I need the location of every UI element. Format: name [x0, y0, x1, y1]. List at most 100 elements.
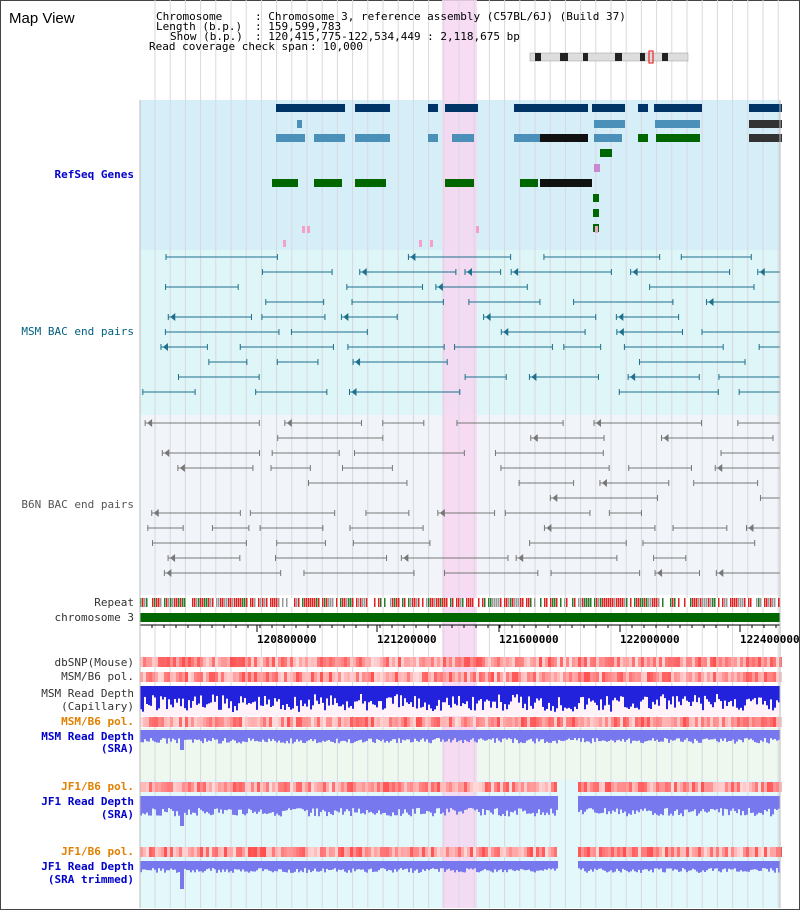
read-depth-bar: [556, 796, 558, 810]
dbsnp-cell: [578, 657, 581, 667]
read-depth-bar: [156, 861, 158, 873]
msm-depth-cap-bar: [552, 686, 554, 707]
jf1-pol2-cell: [176, 847, 179, 857]
read-depth-bar: [774, 796, 776, 809]
read-depth-bar: [754, 796, 756, 816]
read-depth-bar: [420, 796, 422, 815]
msm-pol-cell: [506, 672, 509, 682]
read-depth-bar: [682, 796, 684, 817]
msm-depth-cap-bar: [398, 686, 400, 708]
track-label-dbsnp[interactable]: dbSNP(Mouse): [54, 656, 134, 669]
read-depth-bar: [284, 796, 286, 811]
read-depth-bar: [524, 861, 526, 871]
track-label-msm-bac[interactable]: MSM BAC end pairs: [21, 325, 134, 338]
read-depth-bar: [326, 796, 328, 817]
dbsnp-cell: [572, 657, 575, 667]
repeat-element: [526, 598, 528, 607]
repeat-element: [228, 598, 230, 607]
track-label-msm-depth-sra[interactable]: MSM Read Depth: [41, 730, 134, 743]
read-depth-bar: [482, 796, 484, 809]
read-depth-bar: [616, 730, 618, 741]
jf1-pol2-cell: [236, 847, 239, 857]
track-label-jf1-b6-pol[interactable]: JF1/B6 pol.: [61, 780, 134, 793]
jf1-pol-cell: [296, 782, 299, 792]
msm-depth-cap-bar: [732, 686, 734, 707]
read-depth-bar: [728, 861, 730, 869]
read-depth-bar: [652, 730, 654, 739]
dbsnp-cell: [623, 657, 626, 667]
msm-bac-pair-arrow: [513, 268, 519, 276]
msm-pol-cell: [722, 672, 725, 682]
read-depth-bar: [250, 796, 252, 810]
track-label-repeat[interactable]: Repeat: [94, 596, 134, 609]
read-depth-bar: [488, 796, 490, 811]
track-label-msm-depth-cap[interactable]: MSM Read Depth: [41, 687, 134, 700]
msm-depth-cap-bar: [258, 686, 260, 697]
dbsnp-cell: [608, 657, 611, 667]
msm-depth-cap-bar: [456, 686, 458, 706]
dbsnp-cell: [425, 657, 428, 667]
read-depth-bar: [582, 730, 584, 739]
msm-pol-cell: [503, 672, 506, 682]
read-depth-bar: [656, 730, 658, 740]
track-label-b6n-bac[interactable]: B6N BAC end pairs: [21, 498, 134, 511]
jf1-pol-cell: [272, 782, 275, 792]
track-label-refseq[interactable]: RefSeq Genes: [54, 168, 134, 181]
track-label-jf1-depth-trim[interactable]: JF1 Read Depth: [41, 860, 134, 873]
dbsnp-cell: [695, 657, 698, 667]
msm-depth-cap-bar: [298, 686, 300, 712]
track-label-jf1-b6-pol-2[interactable]: JF1/B6 pol.: [61, 845, 134, 858]
jf1-pol2-cell: [716, 847, 719, 857]
read-depth-bar: [360, 730, 362, 740]
msm-pol-cell: [734, 672, 737, 682]
read-depth-bar: [384, 861, 386, 869]
read-depth-bar: [218, 796, 220, 813]
read-depth-bar: [326, 730, 328, 741]
msm-pol-cell: [254, 672, 257, 682]
read-depth-bar: [286, 861, 288, 873]
read-depth-bar: [458, 730, 460, 741]
msm-depth-cap-bar: [452, 686, 454, 697]
track-label-jf1-depth-sra[interactable]: JF1 Read Depth: [41, 795, 134, 808]
jf1-pol-cell: [281, 782, 284, 792]
msm-depth-cap-bar: [506, 686, 508, 710]
jf1-pol2-cell: [617, 847, 620, 857]
read-depth-bar: [522, 861, 524, 870]
read-depth-bar: [574, 730, 576, 739]
dbsnp-cell: [383, 657, 386, 667]
read-depth-bar: [610, 861, 612, 871]
read-depth-bar: [550, 730, 552, 743]
read-depth-bar: [194, 796, 196, 813]
read-depth-bar: [596, 730, 598, 739]
msm-pol2-cell: [380, 717, 383, 727]
dbsnp-cell: [452, 657, 455, 667]
read-depth-bar: [272, 796, 274, 813]
read-depth-bar: [330, 796, 332, 815]
msm-pol-cell: [659, 672, 662, 682]
read-depth-bar: [544, 796, 546, 816]
dbsnp-cell: [602, 657, 605, 667]
repeat-element: [510, 598, 512, 607]
msm-pol-cell: [293, 672, 296, 682]
repeat-element: [644, 598, 646, 607]
msm-pol2-cell: [242, 717, 245, 727]
jf1-pol-cell: [743, 782, 746, 792]
jf1-pol2-cell: [296, 847, 299, 857]
msm-depth-cap-bar: [686, 686, 688, 701]
msm-pol-cell: [557, 672, 560, 682]
jf1-pol-cell: [740, 782, 743, 792]
read-depth-bar: [340, 730, 342, 742]
read-depth-bar: [490, 861, 492, 872]
track-label-msm-b6-pol[interactable]: MSM/B6 pol.: [61, 670, 134, 683]
read-depth-bar: [368, 796, 370, 813]
track-label-msm-b6-pol-2[interactable]: MSM/B6 pol.: [61, 715, 134, 728]
read-depth-bar: [296, 861, 298, 869]
msm-depth-cap-bar: [290, 686, 292, 710]
jf1-pol-cell: [677, 782, 680, 792]
read-depth-bar: [484, 796, 486, 815]
read-depth-bar: [466, 730, 468, 742]
read-depth-bar: [302, 730, 304, 743]
jf1-pol-cell: [686, 782, 689, 792]
track-label-chromosome[interactable]: chromosome 3: [54, 611, 134, 624]
